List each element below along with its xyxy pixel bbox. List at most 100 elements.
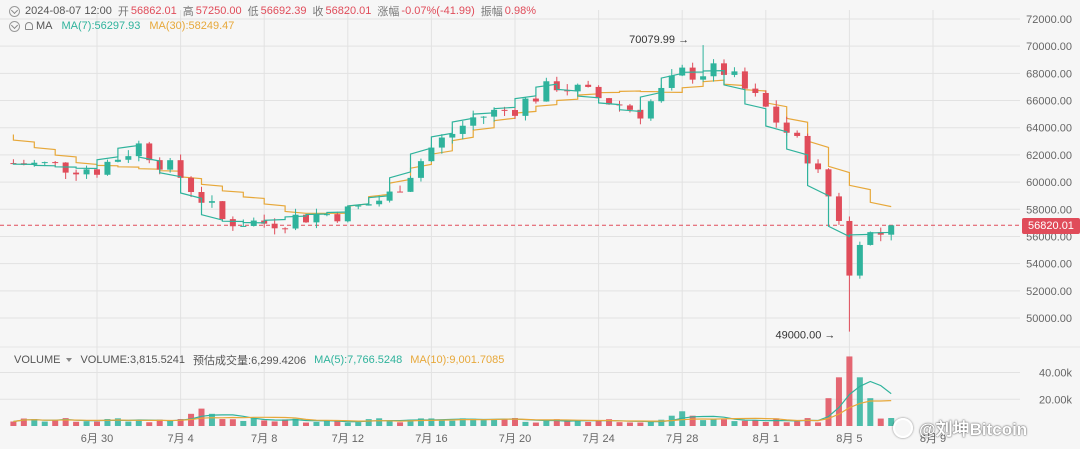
volume-bar <box>198 408 205 426</box>
volume-bar <box>585 421 592 426</box>
candle-body <box>41 162 48 164</box>
volume-bar <box>219 419 226 426</box>
volume-bar <box>428 418 435 426</box>
candle-body <box>741 71 748 89</box>
candle-body <box>846 220 853 276</box>
candle-body <box>240 225 247 227</box>
volume-dropdown-icon[interactable] <box>66 358 73 362</box>
candle-body <box>679 67 686 76</box>
volume-bar <box>710 419 717 426</box>
ma7-value: MA(7):56297.93 <box>61 20 141 32</box>
volume-bar <box>815 422 822 426</box>
volume-bar <box>240 420 247 426</box>
x-tick-label: 7月 8 <box>251 433 277 445</box>
candle-body <box>83 169 90 175</box>
collapse-ma-icon[interactable] <box>9 20 20 32</box>
watermark: @刘坤Bitcoin <box>893 415 1027 440</box>
volume-bar <box>783 422 790 426</box>
volume-bar <box>344 422 351 426</box>
low-value: 56692.39 <box>260 5 307 17</box>
volume-bar <box>229 419 236 426</box>
candle-body <box>595 86 602 99</box>
volume-bar <box>323 420 330 426</box>
candle-body <box>219 201 226 220</box>
volume-bar <box>313 421 320 426</box>
candle-body <box>313 214 320 223</box>
y-tick-label: 54000.00 <box>1026 259 1072 271</box>
candle-body <box>888 225 895 235</box>
candle-body <box>856 244 863 276</box>
close-value: 56820.01 <box>325 5 372 17</box>
volume-bar <box>626 422 633 426</box>
volume-bar <box>177 419 184 426</box>
x-tick-label: 7月 24 <box>582 433 614 445</box>
candle-body <box>376 200 383 205</box>
candle-body <box>397 191 404 193</box>
candle-body <box>104 161 111 175</box>
volume-bar <box>250 418 257 426</box>
volume-bar <box>553 419 560 426</box>
candle-body <box>710 63 717 77</box>
volume-bar <box>835 377 842 426</box>
alert-bell-icon[interactable] <box>25 22 33 30</box>
candle-body <box>323 214 330 216</box>
volume-bar <box>114 418 121 426</box>
volume-bar <box>794 421 801 426</box>
volume-bars <box>10 356 895 426</box>
volume-bar <box>208 413 215 426</box>
volume-bar <box>658 419 665 426</box>
candle-body <box>825 169 832 197</box>
x-tick-label: 7月 16 <box>415 433 447 445</box>
candle-body <box>31 162 38 165</box>
candle-body <box>543 81 550 102</box>
volume-ma5-value: MA(5):7,766.5248 <box>314 354 403 366</box>
volume-bar <box>417 418 424 426</box>
y-tick-label: 68000.00 <box>1026 68 1072 80</box>
volume-value: VOLUME:3,815.5241 <box>80 354 186 366</box>
low-label: 低 <box>247 6 259 18</box>
weibo-logo-icon <box>893 417 913 438</box>
volume-bar <box>762 421 769 426</box>
volume-bar <box>271 421 278 426</box>
change-label: 涨幅 <box>377 6 400 18</box>
predicted-volume-value: 预估成交量:6,299.4206 <box>193 355 307 367</box>
high-label: 高 <box>182 6 194 18</box>
candle-body <box>198 192 205 203</box>
volume-bar <box>480 420 487 426</box>
ma-indicator-label[interactable]: MA <box>36 20 53 32</box>
volume-bar <box>386 420 393 426</box>
ma7-line <box>12 69 892 238</box>
candle-body <box>804 135 811 164</box>
candle-body <box>177 160 184 178</box>
candle-body <box>94 169 100 175</box>
y-tick-label: 50000.00 <box>1026 313 1072 325</box>
volume-bar <box>501 419 508 426</box>
volume-bar <box>804 418 811 426</box>
volume-indicator-label[interactable]: VOLUME <box>14 354 61 366</box>
candle-body <box>585 84 592 87</box>
volume-bar <box>689 415 696 426</box>
volume-bar <box>449 420 456 426</box>
volume-bar <box>104 419 111 426</box>
candle-body <box>564 90 571 92</box>
change-value: -0.07%(-41.99) <box>401 5 475 17</box>
collapse-toggle-icon[interactable] <box>9 5 20 17</box>
volume-bar <box>261 420 268 426</box>
volume-bar <box>167 420 174 426</box>
volume-bar <box>741 420 748 426</box>
volume-legend: VOLUME VOLUME:3,815.5241 预估成交量:6,299.420… <box>14 352 504 368</box>
candle-body <box>449 133 456 138</box>
volume-bar <box>52 420 59 426</box>
candle-body <box>365 204 372 206</box>
annotation-label: 70079.99 → <box>629 34 689 46</box>
y-tick-label: 70000.00 <box>1026 41 1072 53</box>
volume-bar <box>20 418 27 426</box>
candle-body <box>73 172 80 175</box>
candle-body <box>334 214 341 222</box>
volume-bar <box>721 419 727 426</box>
volume-bar <box>282 419 289 426</box>
volume-bar <box>125 421 132 426</box>
annotations: 70079.99 → 49000.00 → <box>629 34 835 341</box>
candle-body <box>62 162 69 173</box>
